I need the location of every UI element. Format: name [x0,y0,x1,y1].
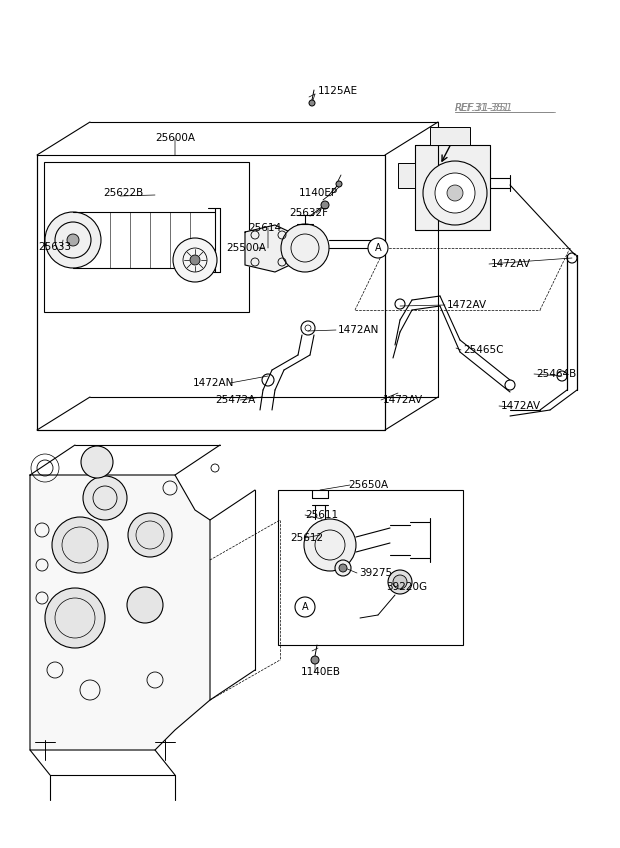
Circle shape [311,656,319,664]
Circle shape [295,597,315,617]
Circle shape [304,519,356,571]
Circle shape [128,513,172,557]
Text: A: A [302,602,308,612]
Polygon shape [415,145,490,230]
Circle shape [423,161,487,225]
Text: 25650A: 25650A [348,480,388,490]
Text: REF.31-351: REF.31-351 [455,103,510,113]
Text: 1472AV: 1472AV [501,401,541,411]
Text: 1140EP: 1140EP [299,188,338,198]
Circle shape [81,446,113,478]
Circle shape [447,185,463,201]
Text: A: A [374,243,381,253]
Text: 1472AV: 1472AV [491,259,531,269]
Text: 25622B: 25622B [103,188,143,198]
Circle shape [127,587,163,623]
Circle shape [435,173,475,213]
Text: 25611: 25611 [305,510,338,520]
Circle shape [45,588,105,648]
Polygon shape [30,475,210,750]
Circle shape [281,224,329,272]
Circle shape [45,212,101,268]
Circle shape [52,517,108,573]
Text: 25633: 25633 [38,242,71,252]
Text: 25614: 25614 [248,223,281,233]
Circle shape [83,476,127,520]
Bar [278,490,463,645]
Circle shape [190,255,200,265]
Circle shape [388,570,412,594]
Text: 25600A: 25600A [155,133,195,143]
Circle shape [309,100,315,106]
Text: REF.31-351: REF.31-351 [455,103,513,113]
Circle shape [336,181,342,187]
Text: 39220G: 39220G [386,582,427,592]
Circle shape [393,575,407,589]
Circle shape [335,560,351,576]
Text: 1472AV: 1472AV [383,395,423,405]
Circle shape [321,201,329,209]
Text: 25465C: 25465C [463,345,503,355]
Text: 1472AN: 1472AN [193,378,234,388]
Text: 1472AV: 1472AV [447,300,487,310]
Bar [37,155,385,430]
Bar [44,162,249,312]
Text: 39275: 39275 [359,568,392,578]
Circle shape [339,564,347,572]
Text: 1140EB: 1140EB [301,667,341,677]
Circle shape [368,238,388,258]
Circle shape [67,234,79,246]
Text: 25464B: 25464B [536,369,576,379]
Circle shape [173,238,217,282]
Text: 25632F: 25632F [289,208,328,218]
Text: 1472AN: 1472AN [338,325,379,335]
Text: 1125AE: 1125AE [318,86,358,96]
Text: 25472A: 25472A [215,395,255,405]
Bar [430,127,470,145]
Polygon shape [245,225,290,272]
Text: 25500A: 25500A [226,243,266,253]
Bar [398,163,415,188]
Text: 25612: 25612 [290,533,323,543]
